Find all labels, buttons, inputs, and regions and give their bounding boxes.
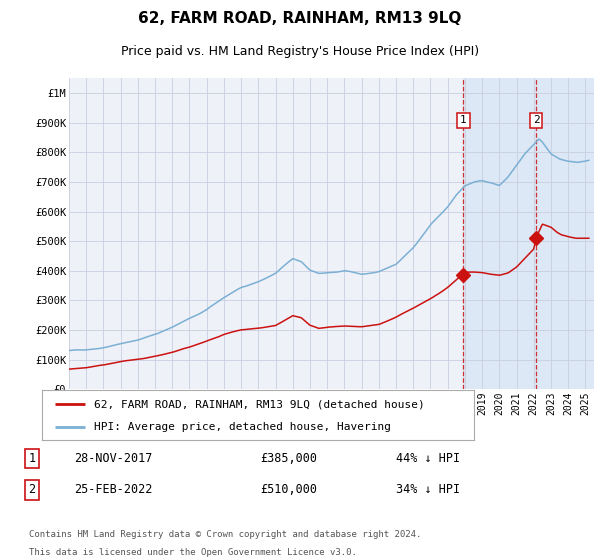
Text: 34% ↓ HPI: 34% ↓ HPI <box>396 483 460 496</box>
Text: £385,000: £385,000 <box>260 452 317 465</box>
Text: 28-NOV-2017: 28-NOV-2017 <box>74 452 153 465</box>
Text: 62, FARM ROAD, RAINHAM, RM13 9LQ (detached house): 62, FARM ROAD, RAINHAM, RM13 9LQ (detach… <box>94 399 425 409</box>
Text: Price paid vs. HM Land Registry's House Price Index (HPI): Price paid vs. HM Land Registry's House … <box>121 45 479 58</box>
Text: 1: 1 <box>460 115 467 125</box>
Text: 2: 2 <box>533 115 540 125</box>
Text: 44% ↓ HPI: 44% ↓ HPI <box>396 452 460 465</box>
Text: 1: 1 <box>29 452 35 465</box>
Bar <box>463 78 594 389</box>
Text: Contains HM Land Registry data © Crown copyright and database right 2024.: Contains HM Land Registry data © Crown c… <box>29 530 422 539</box>
Text: £510,000: £510,000 <box>260 483 317 496</box>
Text: 25-FEB-2022: 25-FEB-2022 <box>74 483 153 496</box>
Text: 2: 2 <box>29 483 35 496</box>
Text: HPI: Average price, detached house, Havering: HPI: Average price, detached house, Have… <box>94 422 391 432</box>
Text: This data is licensed under the Open Government Licence v3.0.: This data is licensed under the Open Gov… <box>29 548 357 557</box>
Text: 62, FARM ROAD, RAINHAM, RM13 9LQ: 62, FARM ROAD, RAINHAM, RM13 9LQ <box>139 11 461 26</box>
